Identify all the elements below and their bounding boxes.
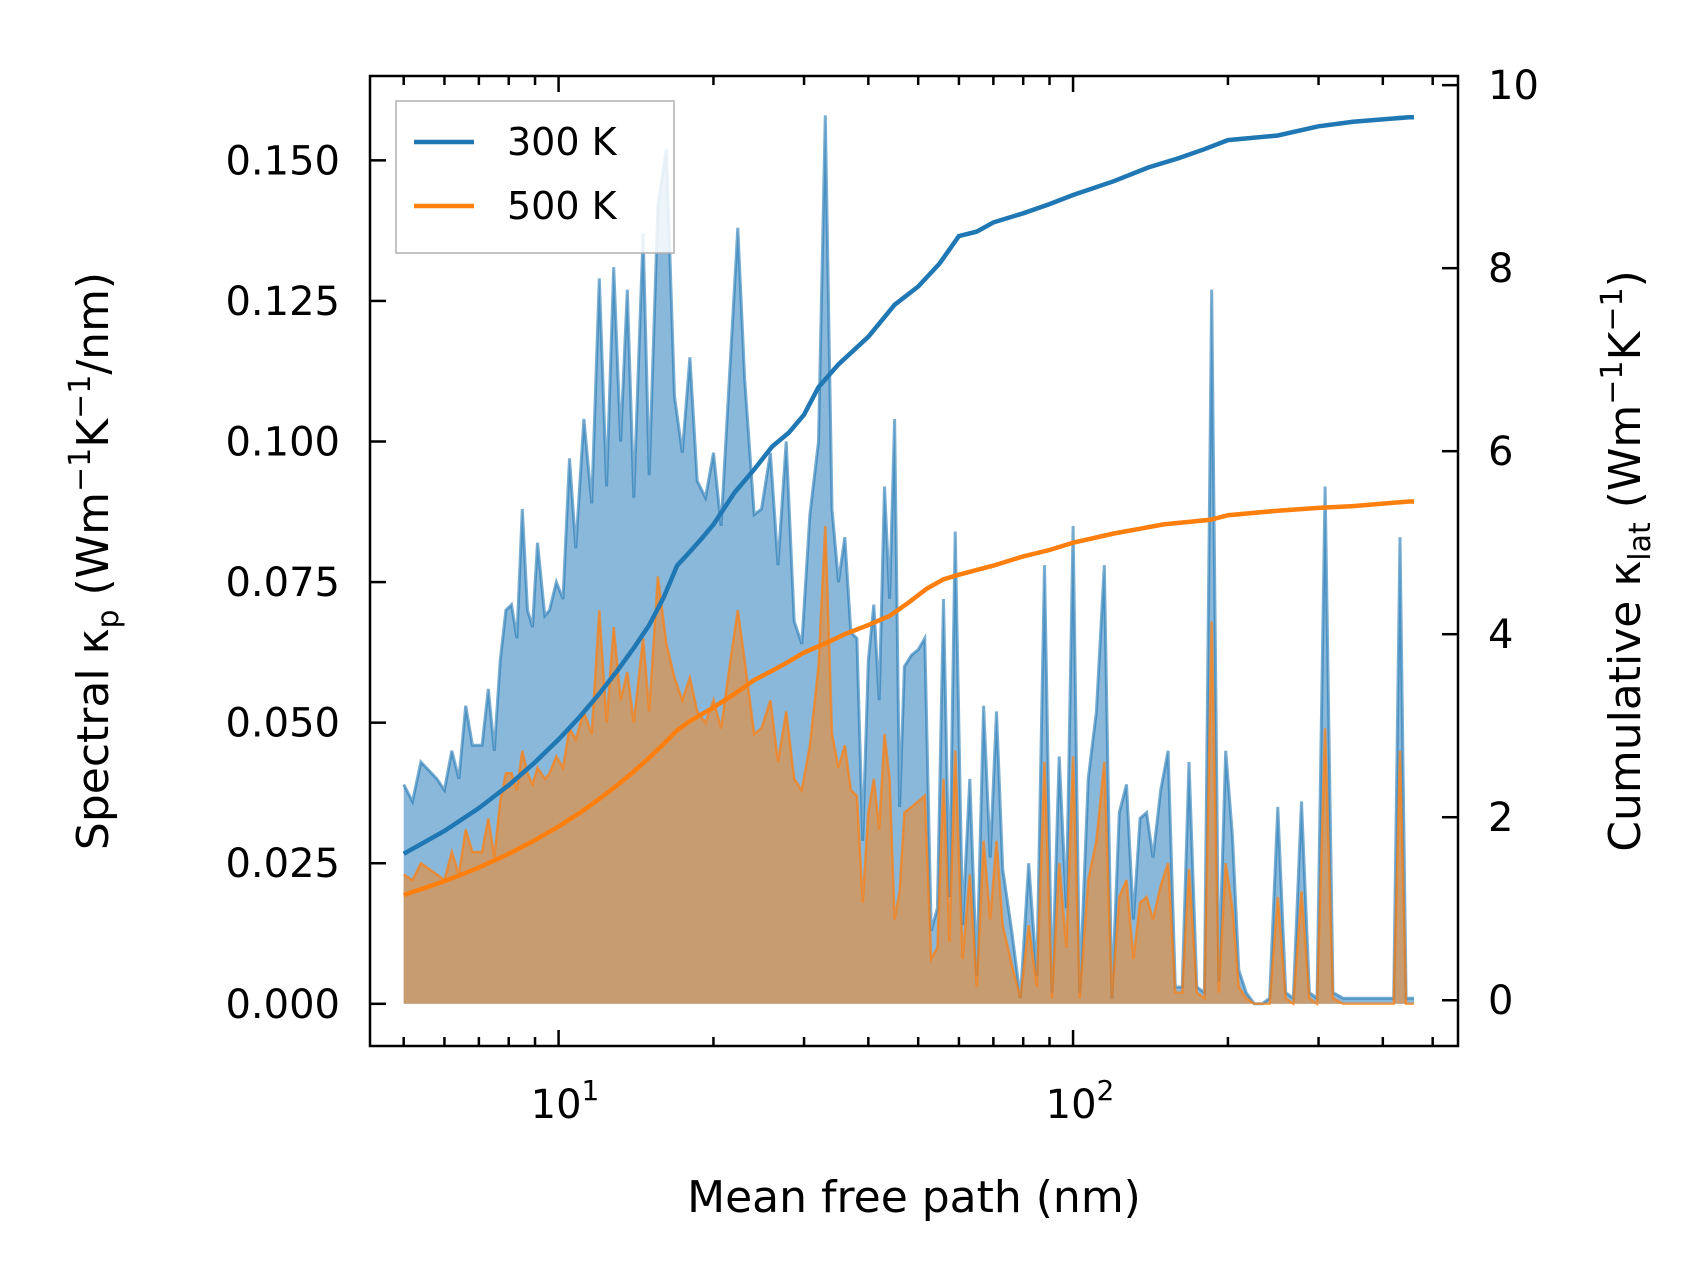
- right-y-tick-label: 0: [1488, 978, 1513, 1024]
- right-y-axis-label: Cumulative κlat (Wm−1K−1): [1595, 270, 1658, 852]
- x-tick-label-100: 102: [1046, 1074, 1115, 1128]
- left-y-tick-label: 0.150: [225, 138, 340, 184]
- spectral-fill-group: [402, 114, 1414, 1007]
- left-y-tick-label: 0.025: [225, 841, 340, 887]
- left-y-tick-label: 0.075: [225, 560, 340, 606]
- right-y-tick-label: 6: [1488, 429, 1513, 475]
- axis-ticks: [370, 76, 1458, 1046]
- legend-500k-label: 500 K: [507, 184, 618, 228]
- x-axis-label: Mean free path (nm): [687, 1172, 1141, 1223]
- legend-box: [395, 100, 675, 254]
- spectral-500k-line: [403, 525, 1414, 1007]
- plot-frame: [368, 74, 1460, 1048]
- left-y-tick-label: 0.000: [225, 982, 340, 1028]
- left-y-tick-label: 0.125: [225, 279, 340, 325]
- left-y-tick-label: 0.050: [225, 701, 340, 747]
- right-y-tick-label: 8: [1488, 246, 1513, 292]
- left-y-tick-label: 0.100: [225, 420, 340, 466]
- left-y-axis-label: Spectral κp (Wm−1K−1/nm): [63, 272, 126, 850]
- right-y-tick-label: 2: [1488, 795, 1513, 841]
- x-tick-label-10: 101: [531, 1074, 600, 1128]
- right-y-tick-label: 4: [1488, 612, 1513, 658]
- legend-300k-label: 300 K: [507, 120, 618, 164]
- right-y-tick-labels: 0 2 4 6 8 10: [1488, 63, 1539, 1024]
- legend: 300 K 500 K: [395, 100, 675, 254]
- left-y-tick-labels: 0.000 0.025 0.050 0.075 0.100 0.125 0.15…: [225, 138, 340, 1028]
- cumulative-500k-line: [402, 499, 1414, 898]
- cumulative-300k-line: [402, 114, 1414, 856]
- right-y-tick-label: 10: [1488, 63, 1539, 109]
